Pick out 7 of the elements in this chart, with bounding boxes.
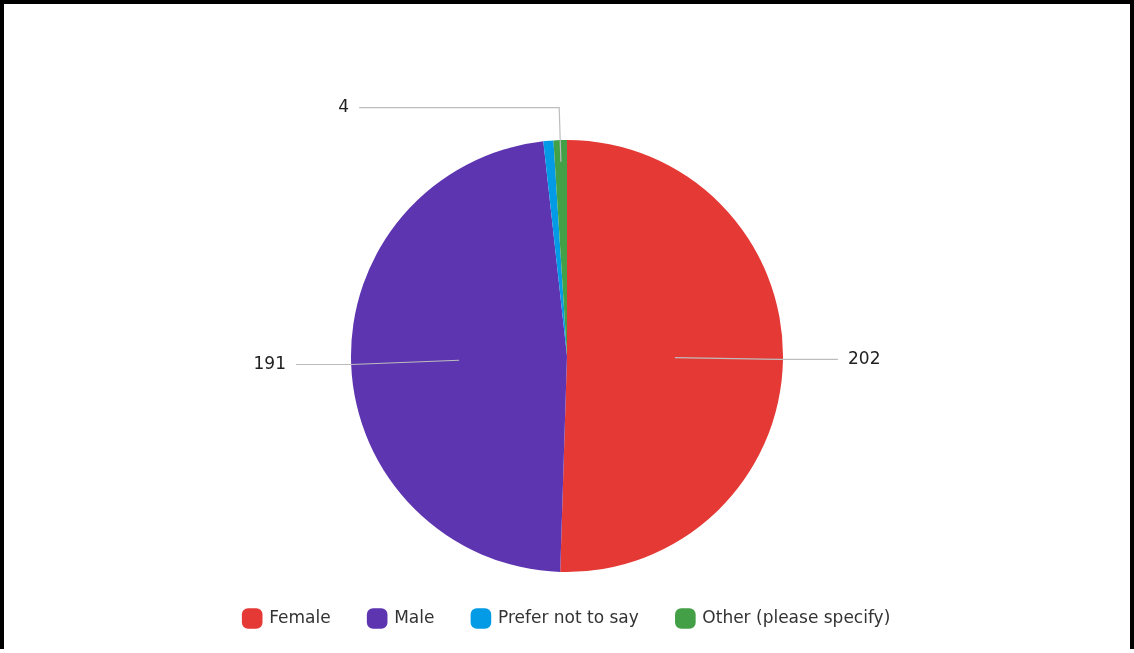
data-label: 4 (338, 96, 350, 117)
legend-label: Other (please specify) (702, 606, 891, 627)
data-label: 191 (253, 352, 286, 373)
data-label: 202 (848, 347, 881, 368)
legend-label: Male (394, 606, 435, 627)
legend-label: Female (269, 606, 331, 627)
legend-label: Prefer not to say (497, 606, 639, 627)
